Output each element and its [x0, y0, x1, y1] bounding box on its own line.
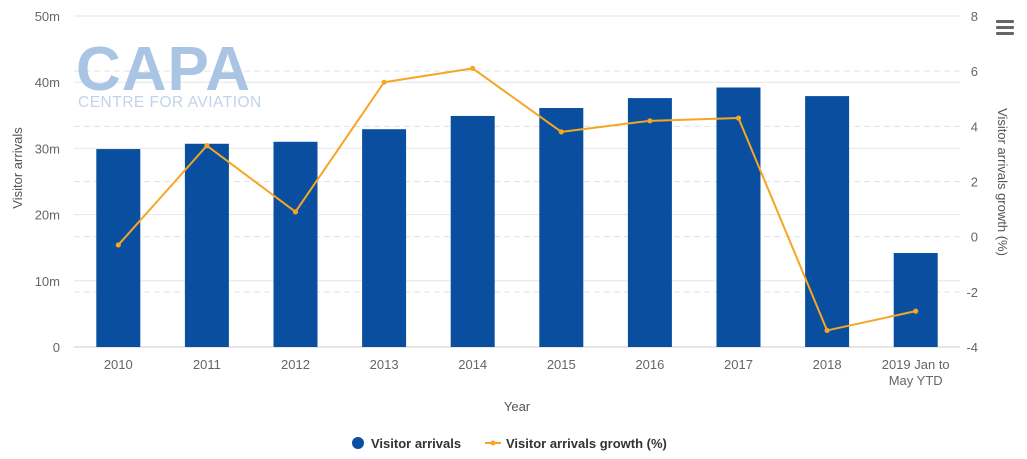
y-tick-label: 30m: [35, 141, 60, 156]
y-axis-title: Visitor arrivals: [10, 127, 25, 209]
growth-line: [117, 67, 916, 332]
bar-2010[interactable]: [96, 149, 141, 347]
x-tick-label: 2014: [458, 357, 487, 372]
y-tick-label: 20m: [35, 208, 60, 223]
x-tick-label: 2013: [370, 357, 399, 372]
legend-bar-swatch: [352, 437, 364, 449]
x-tick-label: 2016: [635, 357, 664, 372]
menu-line: [996, 26, 1014, 29]
x-tick-label: 2011: [193, 357, 221, 372]
x-tick-label: 2018: [813, 357, 842, 372]
growth-point-2010[interactable]: [115, 242, 121, 248]
growth-point-2013[interactable]: [381, 79, 387, 85]
y2-tick-label: 8: [971, 9, 978, 24]
y2-tick-label: 0: [971, 230, 978, 245]
bar-2018[interactable]: [805, 96, 850, 348]
growth-point-2019[interactable]: [913, 308, 919, 314]
y2-tick-label: -2: [966, 285, 978, 300]
y2-axis-title: Visitor arrivals growth (%): [995, 108, 1010, 256]
legend-item-growth[interactable]: Visitor arrivals growth (%): [485, 436, 667, 451]
x-axis-title: Year: [504, 399, 531, 414]
legend-label-growth: Visitor arrivals growth (%): [506, 436, 667, 451]
x-tick-label: 2017: [724, 357, 753, 372]
bar-2012[interactable]: [273, 141, 318, 347]
y-tick-label: 50m: [35, 9, 60, 24]
menu-line: [996, 20, 1014, 23]
legend-item-visitor-arrivals[interactable]: Visitor arrivals: [352, 436, 461, 451]
legend-line-marker: [490, 440, 496, 446]
line-series: [115, 65, 919, 334]
watermark-logo: CAPA: [76, 35, 251, 104]
y-axis-right: -4 -2 0 2 4 6 8: [966, 9, 978, 355]
watermark-subtitle: CENTRE FOR AVIATION: [78, 94, 262, 111]
menu-line: [996, 32, 1014, 35]
bar-2016[interactable]: [627, 98, 672, 347]
y2-tick-label: 6: [971, 64, 978, 79]
bar-2014[interactable]: [450, 115, 495, 347]
watermark: CAPA CENTRE FOR AVIATION: [76, 35, 262, 111]
y-tick-label: 40m: [35, 75, 60, 90]
x-axis: 2010 2011 2012 2013 2014 2015 2016 2017 2018 2019…: [104, 357, 950, 388]
growth-point-2014[interactable]: [470, 65, 476, 72]
growth-point-2018[interactable]: [824, 327, 830, 334]
y2-tick-label: 2: [971, 175, 978, 190]
x-tick-label: 2012: [281, 357, 310, 372]
bar-series: [96, 87, 938, 348]
bar-2015[interactable]: [539, 108, 584, 347]
growth-point-2011[interactable]: [204, 143, 210, 149]
bar-2017[interactable]: [716, 87, 761, 347]
y-axis-left: 0 10m 20m 30m 40m 50m: [35, 9, 60, 355]
x-tick-label: 2019 Jan to May YTD: [882, 357, 950, 388]
x-tick-label: 2010: [104, 357, 133, 372]
legend: Visitor arrivals Visitor arrivals growth…: [352, 436, 667, 451]
growth-point-2015[interactable]: [558, 129, 564, 135]
growth-point-2017[interactable]: [735, 115, 742, 121]
bar-2011[interactable]: [184, 143, 229, 347]
y-tick-label: 0: [53, 340, 60, 355]
y2-tick-label: 4: [971, 119, 978, 134]
growth-point-2012[interactable]: [292, 209, 299, 215]
x-tick-label: 2015: [547, 357, 576, 372]
bar-2019[interactable]: [893, 252, 938, 347]
bar-2013[interactable]: [362, 129, 407, 347]
growth-point-2016[interactable]: [647, 118, 653, 124]
hamburger-menu-icon[interactable]: [996, 20, 1014, 36]
y-tick-label: 10m: [35, 274, 60, 289]
y2-tick-label: -4: [966, 340, 978, 355]
legend-label-visitor-arrivals: Visitor arrivals: [371, 436, 461, 451]
